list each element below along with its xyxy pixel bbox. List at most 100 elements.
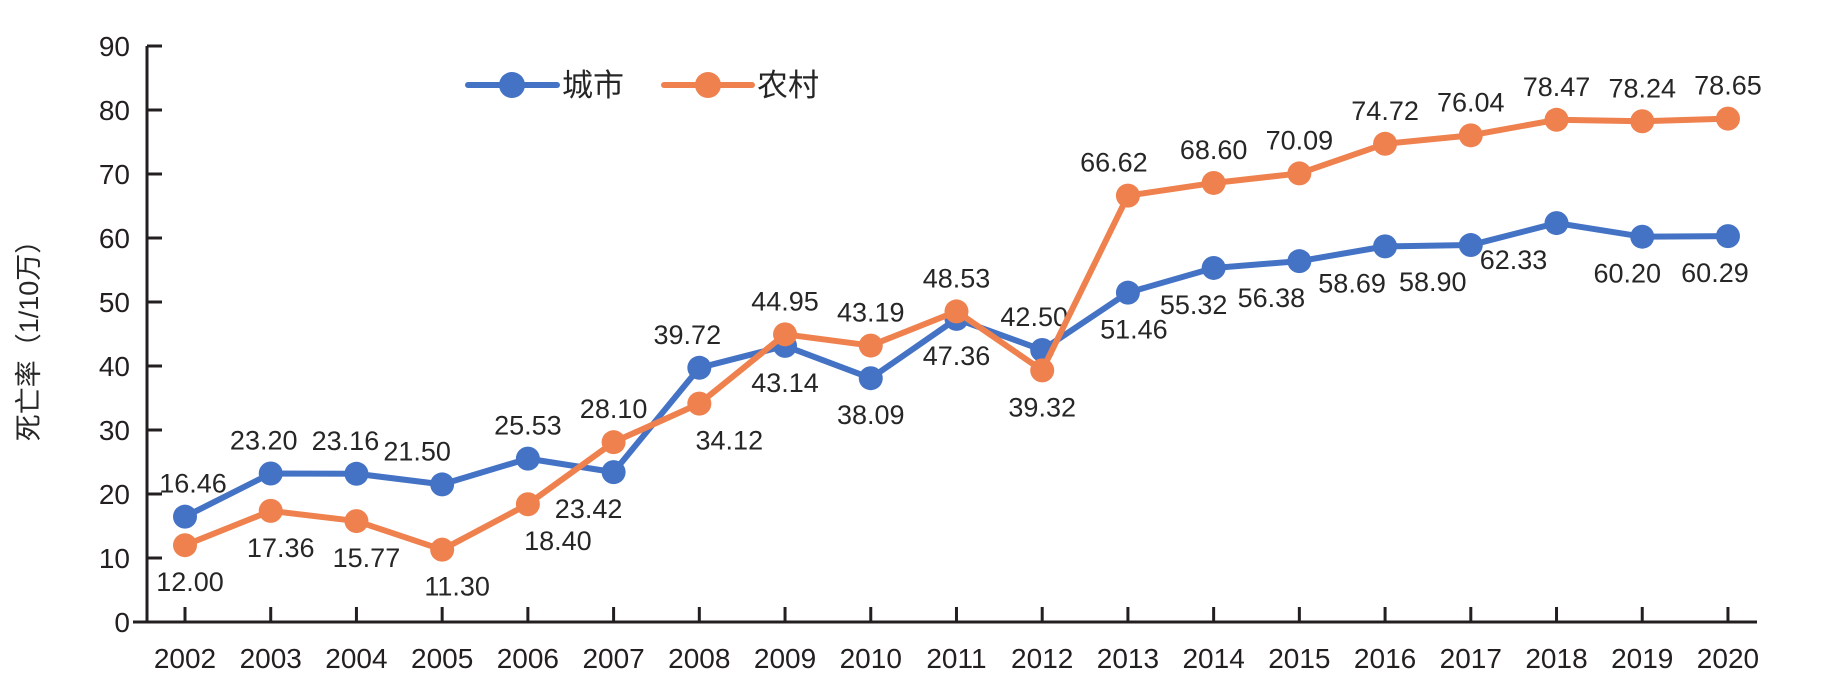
rural-point-2014 (1201, 170, 1226, 195)
rural-value-label-2015: 70.09 (1266, 125, 1334, 155)
urban-value-label-2005: 21.50 (383, 436, 451, 466)
legend-urban-label: 城市 (562, 68, 624, 103)
y-tick-label: 50 (99, 287, 130, 318)
x-tick-label: 2012 (1011, 643, 1073, 674)
y-tick-label: 90 (99, 31, 130, 62)
x-tick-label: 2008 (668, 643, 730, 674)
urban-value-label-2008: 39.72 (654, 320, 722, 350)
urban-point-2016 (1373, 234, 1398, 259)
rural-point-2016 (1373, 131, 1398, 156)
rural-value-label-2005: 11.30 (424, 572, 490, 602)
x-tick-label: 2017 (1440, 643, 1502, 674)
rural-point-2002 (173, 533, 197, 558)
urban-value-label-2002: 16.46 (159, 469, 227, 499)
urban-point-2010 (858, 366, 883, 391)
rural-value-label-2014: 68.60 (1180, 135, 1248, 165)
y-tick-label: 80 (99, 95, 130, 126)
urban-point-2014 (1201, 255, 1226, 280)
rural-point-2005 (430, 537, 455, 562)
x-tick-label: 2007 (582, 643, 644, 674)
urban-value-label-2003: 23.20 (230, 426, 298, 456)
urban-value-label-2016: 58.69 (1318, 268, 1386, 298)
legend-rural-marker-icon (695, 72, 721, 98)
rural-value-label-2011: 48.53 (923, 263, 991, 293)
urban-point-2018 (1544, 211, 1569, 236)
y-tick-label: 30 (99, 415, 130, 446)
rural-point-2006 (515, 492, 540, 517)
urban-value-label-2012: 42.50 (1000, 302, 1068, 332)
urban-value-label-2019: 60.20 (1593, 259, 1661, 289)
rural-value-label-2020: 78.65 (1694, 71, 1762, 101)
urban-point-2013 (1115, 280, 1140, 305)
urban-value-label-2013: 51.46 (1100, 315, 1168, 345)
rural-value-label-2008: 34.12 (696, 426, 764, 456)
x-tick-label: 2009 (754, 643, 816, 674)
y-tick-label: 70 (99, 159, 130, 190)
x-tick-label: 2002 (154, 643, 216, 674)
x-tick-label: 2004 (325, 643, 387, 674)
y-tick-label: 40 (99, 351, 130, 382)
rural-point-2015 (1287, 161, 1312, 186)
urban-value-label-2009: 43.14 (751, 368, 819, 398)
rural-value-label-2019: 78.24 (1608, 73, 1676, 103)
urban-value-label-2014: 55.32 (1160, 290, 1228, 320)
x-tick-label: 2016 (1354, 643, 1416, 674)
rural-point-2009 (773, 322, 798, 347)
urban-value-label-2015: 56.38 (1238, 283, 1306, 313)
x-tick-label: 2011 (926, 643, 986, 674)
rural-value-label-2009: 44.95 (751, 286, 819, 316)
rural-point-2018 (1544, 107, 1569, 132)
x-tick-label: 2018 (1525, 643, 1587, 674)
x-tick-label: 2020 (1697, 643, 1759, 674)
urban-value-label-2004: 23.16 (312, 426, 380, 456)
urban-point-2004 (344, 461, 369, 486)
rural-value-label-2002: 12.00 (156, 567, 224, 597)
urban-point-2003 (258, 461, 283, 486)
rural-value-label-2010: 43.19 (837, 298, 905, 328)
urban-point-2020 (1715, 224, 1740, 249)
urban-value-label-2007: 23.42 (555, 494, 623, 524)
urban-point-2002 (173, 504, 197, 529)
y-tick-label: 60 (99, 223, 130, 254)
rural-value-label-2006: 18.40 (524, 526, 592, 556)
rural-point-2017 (1458, 123, 1483, 148)
x-tick-label: 2010 (840, 643, 902, 674)
urban-point-2015 (1287, 249, 1312, 274)
urban-value-label-2006: 25.53 (494, 411, 562, 441)
rural-point-2008 (687, 391, 712, 416)
y-tick-label: 20 (99, 479, 130, 510)
rural-value-label-2013: 66.62 (1080, 148, 1148, 178)
x-tick-label: 2006 (497, 643, 559, 674)
rural-point-2013 (1115, 183, 1140, 208)
rural-point-2004 (344, 509, 369, 534)
rural-point-2003 (258, 498, 283, 523)
urban-point-2017 (1458, 233, 1483, 258)
y-axis-title: 死亡率（1/10万） (14, 227, 44, 442)
rural-point-2010 (858, 333, 883, 358)
legend-urban-marker-icon (499, 72, 525, 98)
rural-point-2007 (601, 430, 626, 455)
rural-value-label-2007: 28.10 (580, 394, 648, 424)
urban-point-2007 (601, 460, 626, 485)
x-tick-label: 2019 (1611, 643, 1673, 674)
urban-value-label-2017: 58.90 (1399, 267, 1467, 297)
x-tick-label: 2005 (411, 643, 473, 674)
legend: 城市 农村 (465, 68, 819, 103)
urban-point-2005 (430, 472, 455, 497)
x-tick-label: 2015 (1268, 643, 1330, 674)
urban-value-label-2020: 60.29 (1681, 258, 1749, 288)
rural-value-label-2012: 39.32 (1008, 392, 1076, 422)
y-tick-label: 10 (99, 543, 130, 574)
rural-point-2019 (1630, 109, 1655, 134)
rural-point-2011 (944, 299, 969, 324)
axes-group: 0 10 20 30 40 50 60 70 80 90 2002 2003 2004 2005 2006 2… (99, 31, 1759, 674)
rural-value-label-2017: 76.04 (1437, 87, 1505, 117)
rural-value-label-2016: 74.72 (1351, 96, 1419, 126)
y-tick-label: 0 (114, 607, 130, 638)
rural-value-label-2004: 15.77 (333, 543, 401, 573)
x-tick-label: 2014 (1182, 643, 1244, 674)
urban-point-2008 (687, 355, 712, 380)
